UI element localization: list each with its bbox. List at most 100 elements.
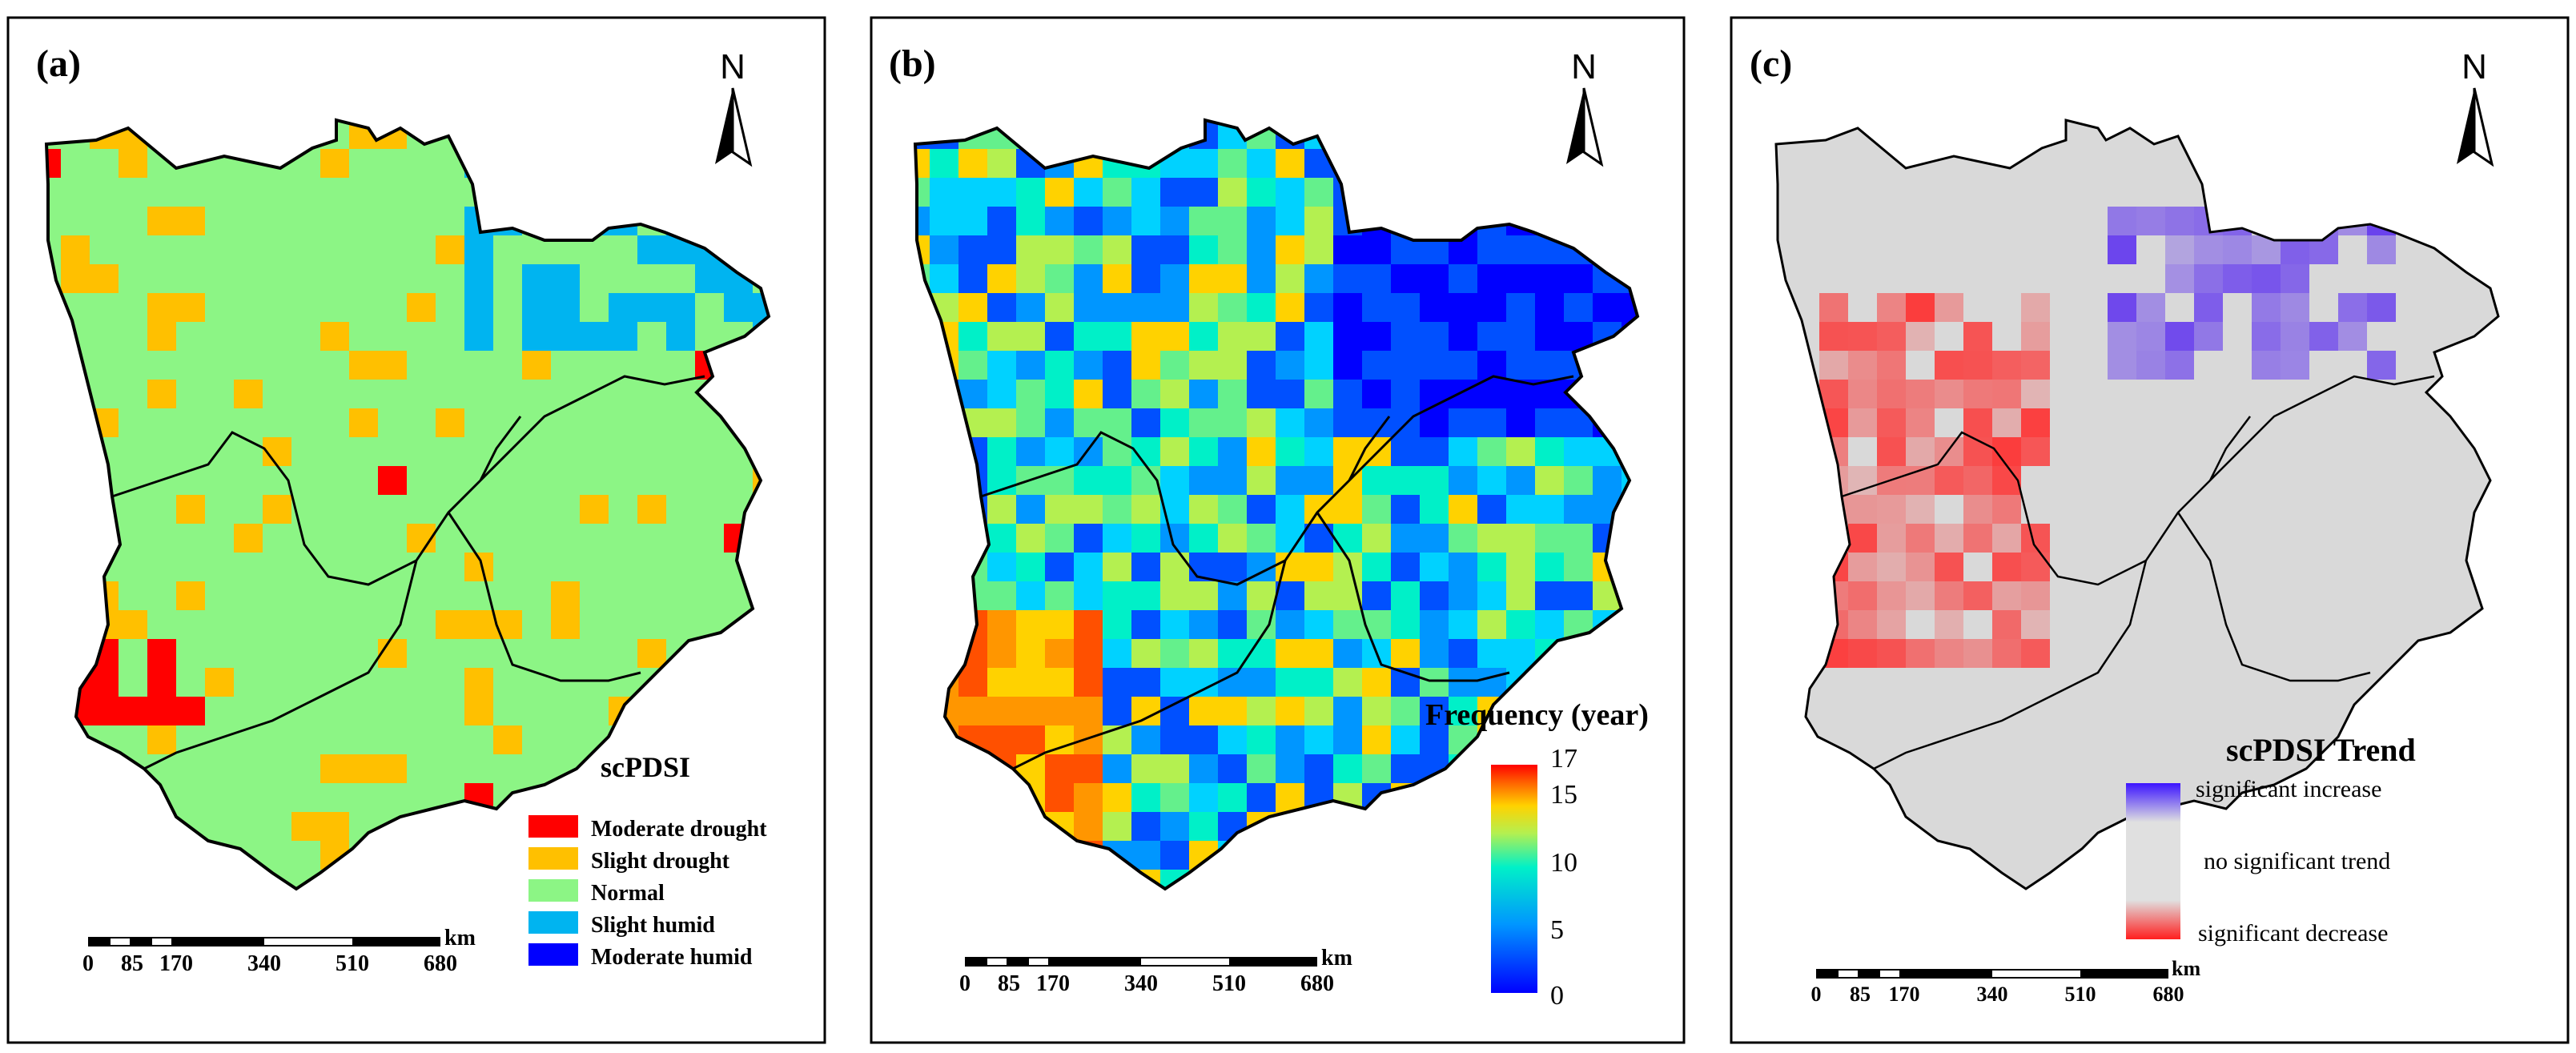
panel-a-grid-cell <box>378 380 408 409</box>
panel-a-grid-cell <box>666 610 696 640</box>
panel-a-grid-cell <box>436 380 465 409</box>
panel-b-grid-cell <box>1218 697 1248 726</box>
panel-b-grid-cell <box>1247 293 1276 323</box>
panel-b-grid-cell <box>1333 639 1363 669</box>
panel-a-grid-cell <box>724 466 754 496</box>
panel-b-grid-cell <box>1333 524 1363 553</box>
panel-c-decrease-cell <box>1963 351 1993 380</box>
panel-c-increase-cell <box>2136 351 2166 380</box>
panel-c-grid-cell <box>2079 149 2108 179</box>
panel-a-grid-cell <box>176 524 206 553</box>
trend-label-increase: significant increase <box>2196 776 2381 802</box>
panel-a-grid-cell <box>320 408 350 438</box>
panel-b-grid-cell <box>1276 178 1305 207</box>
panel-b-grid-cell <box>1218 553 1248 582</box>
panel-c-grid-cell <box>1819 149 1849 179</box>
panel-a-grid-cell <box>637 437 667 467</box>
panel-a-grid-cell <box>349 553 379 582</box>
panel-b-grid-cell <box>915 149 930 179</box>
panel-c-grid-cell <box>2338 639 2368 669</box>
panel-c-grid-cell <box>1992 322 2022 352</box>
panel-b-grid-cell <box>1189 178 1219 207</box>
panel-c-grid-cell <box>2281 697 2310 726</box>
panel-c-grid-cell <box>2021 841 2051 870</box>
panel-a-grid-cell <box>580 581 609 611</box>
panel-b-grid-cell <box>1103 812 1132 842</box>
panel-c-grid-cell <box>1992 408 2022 438</box>
panel-b-colorbar: Frequency (year) 17 15 10 5 0 <box>1425 698 1649 1011</box>
panel-c-decrease-cell <box>1935 639 1964 669</box>
panel-a-grid-cell <box>176 408 206 438</box>
panel-b-grid-cell <box>1160 697 1190 726</box>
panel-c-grid-cell <box>2223 466 2252 496</box>
panel-c-grid-cell <box>2136 610 2166 640</box>
panel-a-grid-cell <box>205 610 235 640</box>
panel-a-grid-cell <box>234 553 263 582</box>
panel-b-grid-cell <box>1131 207 1161 236</box>
panel-c-increase-cell <box>2136 322 2166 352</box>
panel-b-grid-cell <box>1160 783 1190 813</box>
panel-b-grid-cell <box>1218 351 1248 380</box>
panel-b-grid-cell <box>1391 553 1421 582</box>
panel-a-grid-cell <box>493 581 523 611</box>
colorbar-gradient <box>1491 765 1537 993</box>
panel-c-grid-cell <box>2396 610 2425 640</box>
panel-b-grid-cell <box>1131 380 1161 409</box>
panel-b-grid-cell <box>1276 581 1305 611</box>
panel-c-grid-cell <box>2021 697 2051 726</box>
panel-c-decrease-cell <box>2021 408 2051 438</box>
panel-b-grid-cell <box>1477 553 1507 582</box>
panel-c-grid-cell <box>1963 553 1993 582</box>
panel-b-grid-cell <box>1304 697 1334 726</box>
panel-c-grid-cell <box>2338 553 2368 582</box>
panel-c-grid-cell <box>2338 235 2368 265</box>
panel-c-grid-cell <box>1963 610 1993 640</box>
panel-a-grid-cell <box>90 668 119 697</box>
panel-a-grid-cell <box>205 581 235 611</box>
panel-c-grid-cell <box>2309 610 2339 640</box>
panel-a-grid-cell <box>349 495 379 524</box>
panel-a-grid-cell <box>291 610 321 640</box>
panel-b-grid-cell <box>1074 697 1103 726</box>
panel-c-grid-cell <box>2108 351 2137 380</box>
panel-a-grid-cell <box>407 697 436 726</box>
panel-b-grid-cell <box>987 437 1017 467</box>
panel-c-decrease-cell <box>1877 408 1907 438</box>
panel-b-grid-cell <box>1535 553 1565 582</box>
panel-a-grid-cell <box>349 264 379 294</box>
legend-swatch-normal <box>528 879 578 902</box>
panel-b-grid-cell <box>1362 351 1392 380</box>
panel-c-grid-cell <box>1935 812 1964 842</box>
panel-a-grid-cell <box>320 293 350 323</box>
panel-b-grid-cell <box>1045 553 1075 582</box>
panel-b-grid-cell <box>1564 466 1593 496</box>
panel-b-grid-cell <box>1045 783 1075 813</box>
panel-b-grid-cell <box>1045 668 1075 697</box>
panel-a-grid-cell <box>90 697 119 726</box>
panel-c-grid-cell <box>1992 581 2022 611</box>
panel-a-grid-cell <box>205 351 235 380</box>
panel-b-grid-cell <box>1276 697 1305 726</box>
panel-c-grid-cell <box>2453 293 2483 323</box>
panel-c-grid-cell <box>2079 610 2108 640</box>
panel-a-grid-cell <box>695 264 725 294</box>
panel-b-grid-cell <box>1045 235 1075 265</box>
panel-b-grid-cell <box>1074 380 1103 409</box>
panel-b-grid-cell <box>1362 380 1392 409</box>
panel-b-grid-cell <box>1276 351 1305 380</box>
panel-a-grid-cell <box>263 293 292 323</box>
panel-a-label: (a) <box>36 42 81 85</box>
panel-a-grid-cell <box>205 783 235 813</box>
panel-c-grid-cell <box>2108 668 2137 697</box>
panel-a-grid-cell <box>61 178 90 207</box>
panel-c-increase-cell <box>2281 351 2310 380</box>
panel-c-grid-cell <box>2108 466 2137 496</box>
panel-c-grid-cell <box>2136 178 2166 207</box>
panel-c-grid-cell <box>2223 553 2252 582</box>
panel-a-grid-cell <box>90 351 119 380</box>
panel-b-grid-cell <box>1045 380 1075 409</box>
panel-a-grid-cell <box>637 466 667 496</box>
panel-a-grid-cell <box>320 322 350 352</box>
panel-b-grid-cell <box>1420 610 1449 640</box>
panel-a-grid-cell <box>349 697 379 726</box>
